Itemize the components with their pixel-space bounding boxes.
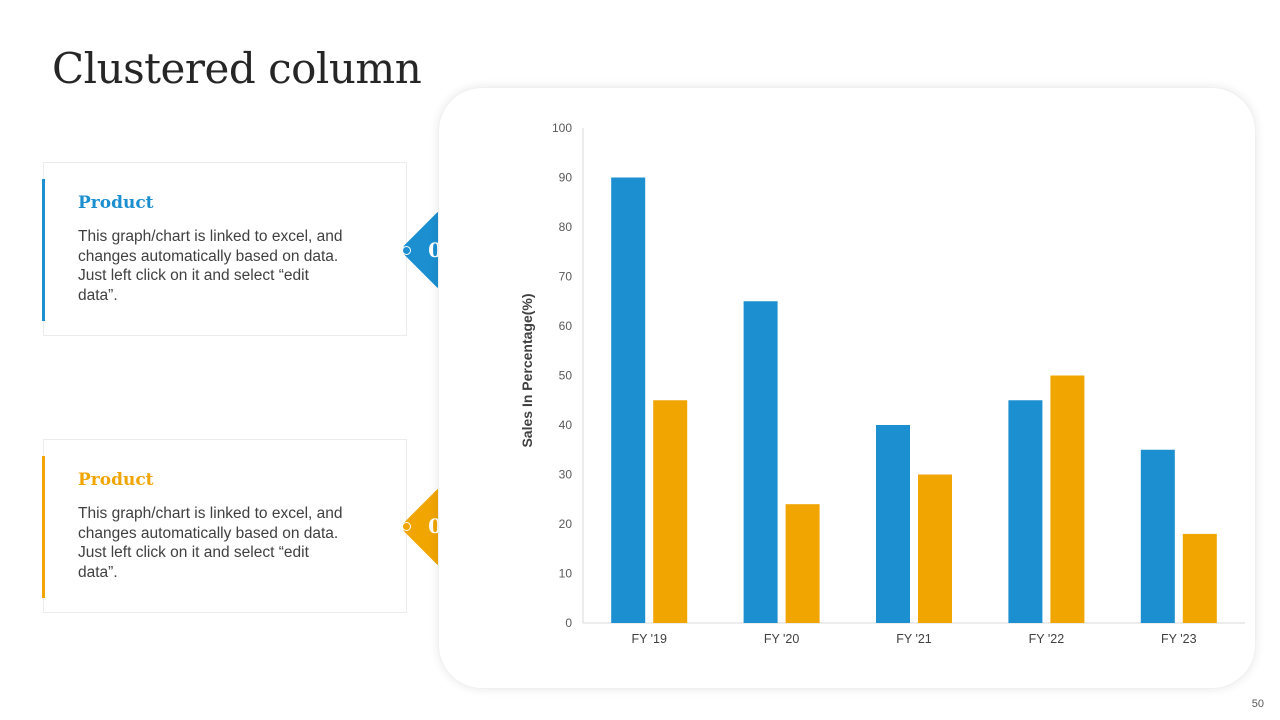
bar-series-2[interactable]: FY '20: 24	[785, 504, 820, 623]
y-tick-label: 0	[565, 616, 572, 630]
product-card-2: Product This graph/chart is linked to ex…	[42, 439, 407, 613]
card-description: This graph/chart is linked to excel, and…	[78, 505, 343, 581]
bar-series-1[interactable]: FY '20: 65	[743, 301, 778, 623]
card-accent-bar	[42, 179, 45, 321]
card-heading: Product	[78, 193, 154, 213]
y-tick-label: 70	[559, 270, 573, 284]
x-tick-label: FY '23	[1161, 632, 1197, 646]
y-tick-label: 90	[559, 171, 573, 185]
bar-series-2[interactable]: FY '22: 50	[1050, 375, 1085, 624]
x-tick-label: FY '22	[1029, 632, 1065, 646]
x-tick-label: FY '19	[631, 632, 667, 646]
product-card-1: Product This graph/chart is linked to ex…	[42, 162, 407, 336]
bar-series-1[interactable]: FY '22: 45	[1008, 400, 1043, 623]
bar-series-2[interactable]: FY '19: 45	[653, 400, 688, 623]
card-accent-bar	[42, 456, 45, 598]
y-tick-label: 60	[559, 319, 573, 333]
y-tick-label: 40	[559, 418, 573, 432]
y-tick-label: 30	[559, 468, 573, 482]
y-tick-label: 20	[559, 517, 573, 531]
x-tick-label: FY '20	[764, 632, 800, 646]
y-tick-label: 10	[559, 567, 573, 581]
y-tick-label: 50	[559, 369, 573, 383]
bar-series-2[interactable]: FY '21: 30	[918, 474, 952, 624]
bar-series-1[interactable]: FY '23: 35	[1140, 449, 1175, 623]
x-tick-label: FY '21	[896, 632, 932, 646]
bar-series-1[interactable]: FY '19: 90	[611, 177, 646, 624]
chart-panel	[438, 87, 1256, 689]
bar-series-2[interactable]: FY '23: 18	[1182, 533, 1217, 623]
slide-title: Clustered column	[52, 44, 422, 93]
connector-dot-icon	[402, 246, 411, 255]
bar-series-1[interactable]: FY '21: 40	[876, 425, 910, 623]
card-heading: Product	[78, 470, 154, 490]
connector-dot-icon	[402, 522, 411, 531]
y-axis-label: Sales In Percentage(%)	[519, 293, 535, 447]
page-number: 50	[1251, 698, 1264, 710]
y-tick-label: 80	[559, 220, 573, 234]
card-description: This graph/chart is linked to excel, and…	[78, 228, 343, 304]
y-tick-label: 100	[552, 121, 572, 135]
